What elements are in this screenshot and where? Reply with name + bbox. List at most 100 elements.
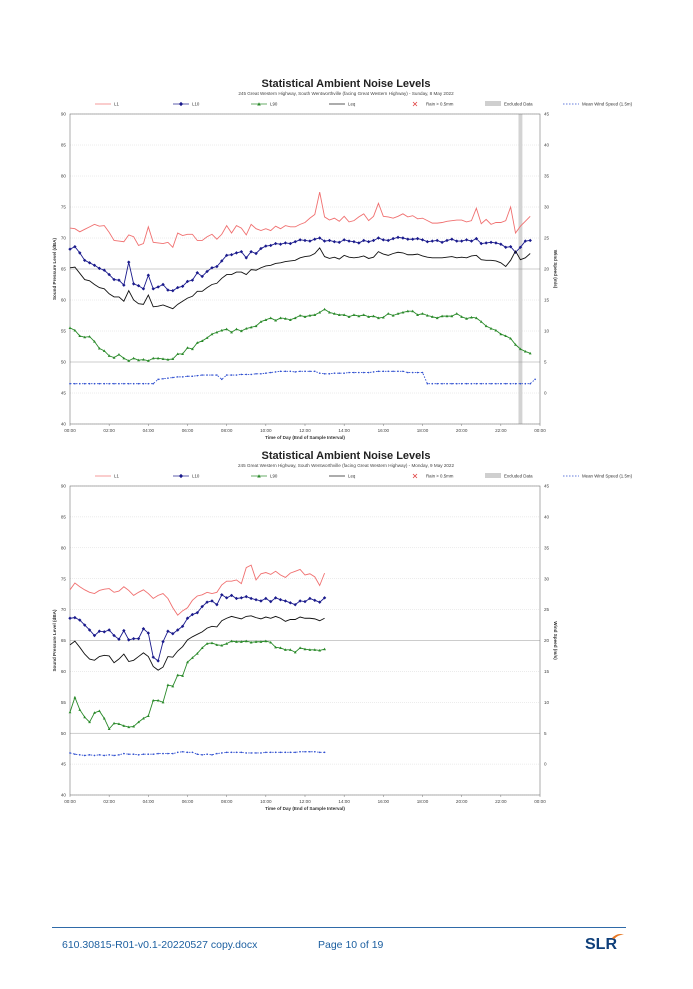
data-point	[172, 752, 174, 755]
data-point	[136, 636, 141, 641]
data-point	[220, 593, 224, 597]
data-point	[402, 370, 404, 373]
data-point	[73, 328, 77, 332]
data-point	[469, 239, 474, 243]
data-point	[210, 332, 214, 336]
data-point	[93, 340, 96, 343]
y-axis-title: Sound Pressure Level (dBA)	[52, 238, 57, 300]
data-point	[122, 724, 126, 727]
x-tick-label: 10:00	[260, 799, 272, 804]
data-point	[210, 641, 214, 645]
legend-swatch	[412, 101, 418, 107]
chart-sunday: Statistical Ambient Noise Levels 245 Grea…	[0, 70, 693, 440]
data-point	[446, 382, 448, 385]
data-point	[98, 754, 101, 756]
data-point	[298, 238, 302, 242]
data-point	[196, 753, 199, 756]
data-point	[333, 372, 336, 374]
data-point	[304, 370, 306, 373]
data-point	[112, 356, 116, 359]
data-point	[142, 382, 145, 385]
data-point	[284, 317, 287, 320]
data-point	[366, 240, 371, 244]
legend-label: Leq	[348, 102, 356, 107]
data-point	[181, 750, 184, 753]
legend-swatch	[485, 473, 501, 478]
data-point	[303, 599, 307, 604]
data-point	[313, 313, 317, 316]
data-point	[195, 271, 199, 275]
legend-item: L1	[95, 474, 119, 479]
data-point	[132, 382, 135, 385]
x-tick-label: 20:00	[456, 799, 468, 804]
data-point	[318, 751, 321, 754]
data-point	[206, 753, 208, 756]
data-point	[156, 285, 160, 289]
chart-monday: Statistical Ambient Noise Levels 245 Grea…	[0, 446, 693, 826]
legend-label: L10	[192, 102, 200, 107]
data-point	[494, 328, 498, 332]
data-point	[269, 371, 272, 374]
data-point	[386, 312, 390, 315]
data-point	[225, 642, 229, 645]
legend-label: Rain > 0.5mm	[426, 102, 454, 107]
data-point	[367, 315, 371, 318]
data-point	[269, 243, 273, 248]
legend-marker	[178, 473, 184, 479]
data-point	[455, 312, 459, 315]
data-point	[88, 754, 91, 756]
data-point	[465, 317, 468, 320]
x-tick-label: 08:00	[221, 799, 233, 804]
data-point	[455, 382, 458, 385]
data-point	[147, 382, 150, 385]
data-point	[382, 370, 385, 373]
data-point	[118, 754, 120, 756]
x-tick-label: 18:00	[417, 799, 429, 804]
data-point	[162, 377, 164, 380]
x-tick-label: 12:00	[299, 428, 311, 433]
data-point	[244, 639, 248, 643]
data-point	[309, 370, 311, 373]
data-point	[166, 683, 170, 687]
data-point	[436, 382, 438, 385]
data-point	[181, 376, 184, 378]
data-point	[494, 241, 498, 245]
data-point	[176, 751, 179, 754]
data-point	[201, 754, 203, 756]
data-point	[244, 327, 248, 330]
data-point	[215, 643, 219, 646]
data-point	[151, 287, 155, 291]
y2-axis-title: Wind Speed (m/s)	[553, 250, 558, 289]
data-point	[152, 753, 155, 756]
data-point	[431, 382, 434, 385]
data-point	[74, 382, 76, 385]
data-point	[113, 382, 115, 385]
y-tick-label: 50	[61, 731, 67, 736]
data-point	[260, 752, 262, 754]
data-point	[313, 598, 317, 603]
data-point	[211, 754, 213, 756]
data-point	[240, 373, 243, 376]
legend-marker	[257, 474, 261, 478]
data-point	[420, 238, 425, 242]
data-point	[151, 698, 155, 702]
data-point	[308, 314, 312, 317]
data-point	[69, 752, 71, 754]
data-point	[509, 336, 513, 340]
y-tick-label: 65	[61, 638, 67, 643]
legend-label: Mean Wind Speed (1.5m)	[582, 102, 633, 107]
data-point	[269, 751, 272, 754]
data-point	[470, 315, 473, 319]
data-point	[244, 594, 248, 599]
legend-item: L90	[251, 474, 278, 479]
data-point	[108, 754, 110, 756]
y-tick-label: 85	[61, 143, 67, 148]
legend-label: L90	[270, 102, 278, 107]
data-point	[460, 382, 463, 385]
data-point	[430, 239, 434, 243]
data-point	[112, 277, 116, 282]
data-point	[102, 349, 106, 352]
data-point	[78, 334, 82, 338]
data-point	[504, 245, 508, 249]
x-tick-label: 16:00	[378, 428, 390, 433]
